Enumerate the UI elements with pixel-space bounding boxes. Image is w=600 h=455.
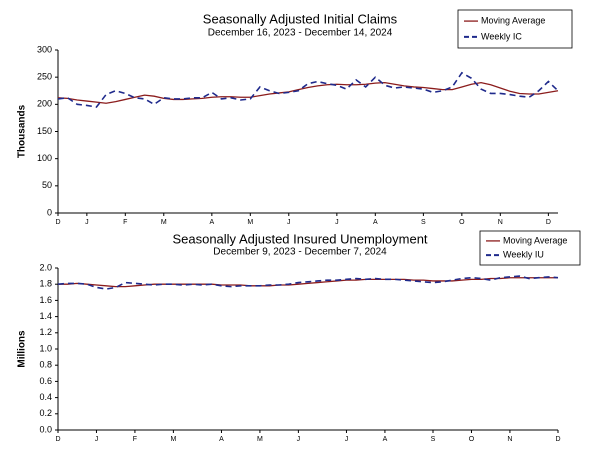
- y-tick-label: 2.0: [39, 262, 52, 272]
- y-tick-label: 0.4: [39, 392, 52, 402]
- x-tick-label: N: [498, 219, 503, 226]
- y-tick-label: 200: [37, 99, 52, 109]
- y-tick-label: 150: [37, 126, 52, 136]
- x-tick-label: M: [170, 436, 176, 443]
- x-tick-label: J: [287, 219, 291, 226]
- series-line: [57, 81, 559, 104]
- y-tick-label: 1.6: [39, 295, 52, 305]
- x-tick-label: N: [507, 436, 512, 443]
- subplot: Seasonally Adjusted Insured Unemployment…: [17, 230, 581, 443]
- x-tick-label: A: [219, 436, 224, 443]
- x-tick-label: S: [421, 219, 426, 226]
- legend-box: [479, 230, 581, 266]
- chart-title: Seasonally Adjusted Insured Unemployment: [172, 231, 427, 246]
- x-tick-label: J: [335, 219, 339, 226]
- y-tick-label: 1.0: [39, 343, 52, 353]
- x-tick-label: J: [297, 436, 301, 443]
- series-line: [57, 71, 559, 108]
- y-tick-label: 0.6: [39, 376, 52, 386]
- y-tick-label: 50: [42, 180, 52, 190]
- x-tick-label: A: [383, 436, 388, 443]
- legend-label: Moving Average: [481, 15, 545, 25]
- x-tick-label: J: [85, 219, 89, 226]
- y-tick-label: 100: [37, 153, 52, 163]
- legend: Moving Average Weekly IU: [479, 230, 581, 266]
- y-tick-label: 0.8: [39, 360, 52, 370]
- y-tick-label: 0.2: [39, 408, 52, 418]
- legend-box: [457, 9, 573, 49]
- series-line: [57, 275, 559, 290]
- y-tick-label: 1.4: [39, 311, 52, 321]
- legend-label: Weekly IU: [503, 249, 544, 259]
- x-tick-label: O: [459, 219, 465, 226]
- x-tick-label: D: [55, 436, 60, 443]
- x-tick-label: J: [345, 436, 349, 443]
- x-tick-label: O: [469, 436, 475, 443]
- y-axis-label: Thousands: [17, 104, 28, 158]
- x-tick-label: M: [247, 219, 253, 226]
- x-tick-label: A: [210, 219, 215, 226]
- legend-label: Moving Average: [503, 235, 567, 245]
- y-tick-label: 1.2: [39, 327, 52, 337]
- y-tick-label: 0: [47, 207, 52, 217]
- x-tick-label: M: [161, 219, 167, 226]
- chart-subtitle: December 9, 2023 - December 7, 2024: [213, 247, 387, 258]
- chart-title: Seasonally Adjusted Initial Claims: [203, 11, 398, 26]
- x-tick-label: F: [133, 436, 137, 443]
- chart-subtitle: December 16, 2023 - December 14, 2024: [208, 28, 393, 39]
- x-tick-label: D: [55, 219, 60, 226]
- x-tick-label: M: [257, 436, 263, 443]
- legend: Moving Average Weekly IC: [457, 9, 573, 49]
- x-tick-label: A: [373, 219, 378, 226]
- series-line: [58, 277, 558, 288]
- legend-label: Weekly IC: [481, 31, 522, 41]
- x-tick-label: D: [546, 219, 551, 226]
- y-axis-label: Millions: [17, 330, 28, 368]
- subplot: Seasonally Adjusted Initial Claims Decemb…: [17, 9, 573, 226]
- x-tick-label: D: [555, 436, 560, 443]
- y-tick-label: 300: [37, 44, 52, 54]
- y-tick-label: 250: [37, 72, 52, 82]
- x-tick-label: F: [123, 219, 127, 226]
- x-tick-label: J: [95, 436, 99, 443]
- x-tick-label: S: [431, 436, 436, 443]
- y-tick-label: 1.8: [39, 279, 52, 289]
- y-tick-label: 0.0: [39, 424, 52, 434]
